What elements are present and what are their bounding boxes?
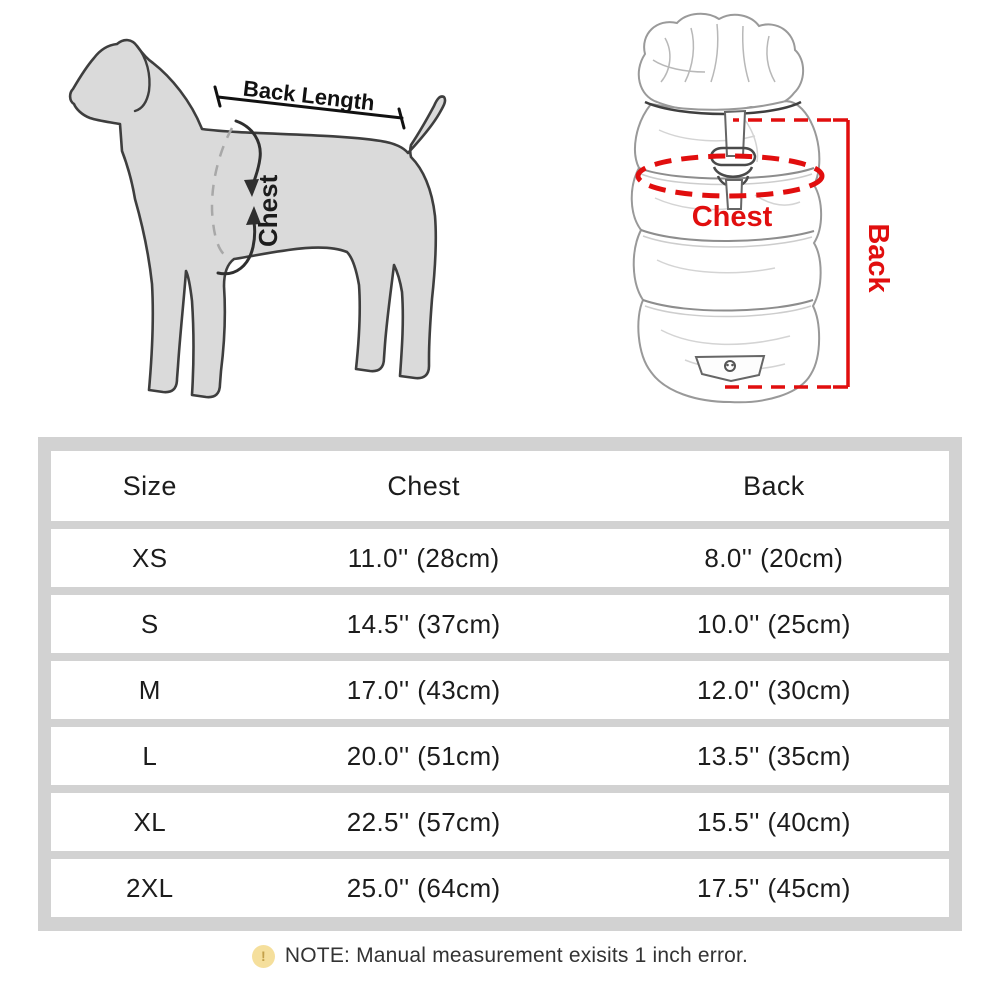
chest-girth-ellipse xyxy=(635,153,825,199)
jacket-back-label: Back xyxy=(862,223,894,293)
chest-arrow-bottom xyxy=(216,220,257,276)
chest-arrowhead-down xyxy=(244,179,259,197)
jacket-seams xyxy=(638,167,815,318)
table-row-xl: XL 22.5'' (57cm) 15.5'' (40cm) xyxy=(51,793,949,851)
note-text: NOTE: Manual measurement exisits 1 inch … xyxy=(284,944,749,967)
chest-cell: 22.5'' (57cm) xyxy=(346,806,501,837)
size-table: Size Chest Back XS 11.0'' (28cm) 8.0'' (… xyxy=(38,437,962,931)
chest-cell: 20.0'' (51cm) xyxy=(346,740,501,771)
size-cell: M xyxy=(138,674,161,705)
size-table-header-row: Size Chest Back xyxy=(51,451,949,521)
table-row-l: L 20.0'' (51cm) 13.5'' (35cm) xyxy=(51,727,949,785)
chest-arrow-top xyxy=(234,119,262,186)
table-row-m: M 17.0'' (43cm) 12.0'' (30cm) xyxy=(51,661,949,719)
chest-cell: 11.0'' (28cm) xyxy=(347,542,500,573)
size-cell: XL xyxy=(133,806,167,837)
dog-ear-line xyxy=(133,44,151,113)
back-cell: 17.5'' (45cm) xyxy=(696,872,851,903)
size-cell: S xyxy=(140,608,159,639)
table-row-s: S 14.5'' (37cm) 10.0'' (25cm) xyxy=(51,595,949,653)
chest-cell: 25.0'' (64cm) xyxy=(346,872,501,903)
dog-measurement-diagram: Chest Back Length xyxy=(68,38,447,399)
jacket-logo-patch xyxy=(694,354,766,383)
header-cell-back: Back xyxy=(743,470,805,501)
chest-cell: 14.5'' (37cm) xyxy=(346,608,501,639)
chest-arrowhead-up xyxy=(246,206,261,225)
back-cell: 12.0'' (30cm) xyxy=(696,674,851,705)
back-cell: 10.0'' (25cm) xyxy=(696,608,851,639)
back-measure-line xyxy=(725,118,850,389)
back-cell: 8.0'' (20cm) xyxy=(704,542,844,573)
back-cell: 15.5'' (40cm) xyxy=(696,806,851,837)
jacket-chest-label: Chest xyxy=(692,201,773,233)
size-cell: L xyxy=(142,740,158,771)
chest-girth-dashed-line xyxy=(210,127,234,258)
header-cell-chest: Chest xyxy=(387,470,460,501)
back-cell: 13.5'' (35cm) xyxy=(696,740,851,771)
size-cell: XS xyxy=(132,542,168,573)
jacket-collar-wrinkles xyxy=(652,23,776,83)
jacket-measurement-diagram: Chest Back xyxy=(630,12,894,404)
chest-cell: 17.0'' (43cm) xyxy=(346,674,501,705)
back-length-measure-line xyxy=(213,85,406,130)
table-row-2xl: 2XL 25.0'' (64cm) 17.5'' (45cm) xyxy=(51,859,949,917)
size-cell: 2XL xyxy=(126,872,174,903)
jacket-collar xyxy=(637,12,805,113)
back-length-label: Back Length xyxy=(242,76,376,116)
table-row-xs: XS 11.0'' (28cm) 8.0'' (20cm) xyxy=(51,529,949,587)
exclamation-icon: ! xyxy=(251,944,275,968)
header-cell-size: Size xyxy=(122,470,177,501)
chest-label: Chest xyxy=(253,174,283,247)
note: ! NOTE: Manual measurement exisits 1 inc… xyxy=(0,936,1000,976)
